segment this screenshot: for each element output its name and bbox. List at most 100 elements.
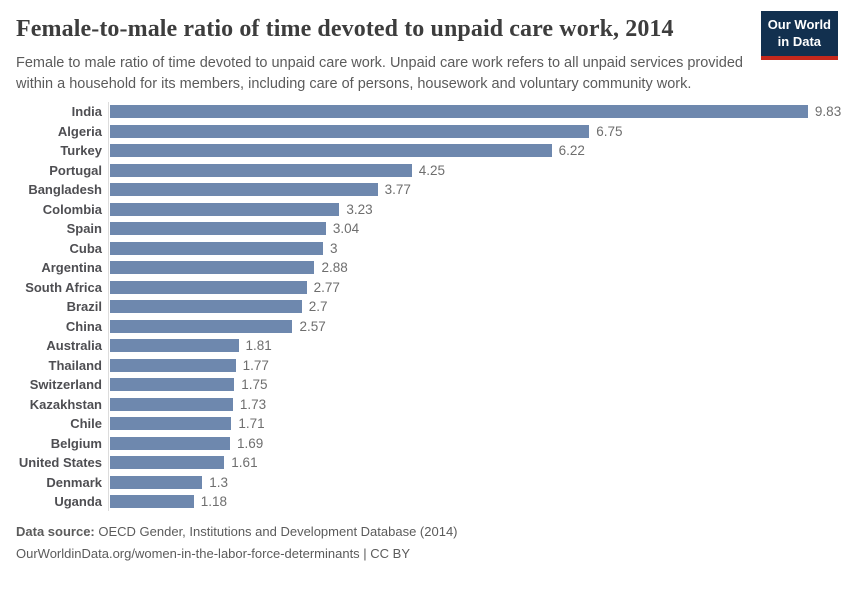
- chart-row: Portugal 4.25: [16, 160, 834, 180]
- bar-track: 3.77: [108, 179, 834, 200]
- chart-row: Chile 1.71: [16, 413, 834, 434]
- chart-row: Brazil 2.7: [16, 296, 834, 317]
- chart-row: Uganda 1.18: [16, 491, 834, 512]
- bar-track: 1.73: [108, 394, 834, 414]
- chart-row: Switzerland 1.75: [16, 374, 834, 395]
- bar[interactable]: [110, 280, 307, 294]
- value-label: 4.25: [418, 162, 446, 178]
- country-label: Algeria: [57, 123, 102, 139]
- value-label: 3.04: [332, 221, 360, 237]
- bar[interactable]: [110, 339, 239, 353]
- country-label: Thailand: [48, 357, 102, 373]
- value-label: 3.77: [384, 182, 411, 198]
- bar[interactable]: [110, 475, 203, 489]
- chart-row: United States 1.61: [16, 452, 834, 473]
- footer-link[interactable]: OurWorldinData.org/women-in-the-labor-fo…: [16, 546, 411, 562]
- bar[interactable]: [110, 319, 293, 333]
- value-label: 9.83: [814, 104, 842, 120]
- chart-row: Colombia 3.23: [16, 199, 834, 219]
- value-label: 1.75: [241, 377, 268, 393]
- country-label: Turkey: [60, 143, 102, 159]
- chart-row: Bangladesh 3.77: [16, 179, 834, 200]
- bar[interactable]: [110, 456, 225, 470]
- bar[interactable]: [110, 378, 235, 392]
- chart-row: Turkey 6.22: [16, 140, 834, 161]
- bar[interactable]: [110, 222, 326, 236]
- bar-track: 3.23: [108, 199, 834, 219]
- data-source-label: Data source:: [16, 524, 95, 540]
- data-source-text: OECD Gender, Institutions and Developmen…: [94, 524, 458, 540]
- bar-track: 9.83: [108, 101, 842, 122]
- value-label: 2.88: [321, 260, 348, 276]
- bar[interactable]: [110, 300, 302, 314]
- value-label: 2.7: [308, 299, 328, 315]
- country-label: Spain: [66, 221, 102, 237]
- country-label: Cuba: [69, 240, 103, 256]
- chart-row: Denmark 1.3: [16, 472, 834, 492]
- country-label: United States: [18, 455, 102, 471]
- value-label: 6.75: [596, 123, 623, 139]
- value-label: 1.71: [238, 416, 265, 432]
- bar-track: 2.88: [108, 257, 834, 278]
- bar-track: 6.22: [108, 140, 834, 161]
- bar-track: 2.77: [108, 277, 834, 297]
- chart-row: Spain 3.04: [16, 218, 834, 239]
- country-label: Belgium: [50, 435, 102, 451]
- chart-title: Female-to-male ratio of time devoted to …: [16, 16, 674, 42]
- value-label: 1.73: [239, 396, 267, 412]
- chart-row: Cuba 3: [16, 238, 834, 258]
- country-label: Uganda: [54, 494, 102, 510]
- bar-track: 1.69: [108, 433, 834, 453]
- bar[interactable]: [110, 202, 340, 216]
- bar[interactable]: [110, 417, 232, 431]
- country-label: India: [71, 104, 102, 120]
- country-label: Brazil: [66, 299, 102, 315]
- bar-track: 3: [108, 238, 834, 258]
- chart-row: Belgium 1.69: [16, 433, 834, 453]
- bar[interactable]: [110, 261, 315, 275]
- bar[interactable]: [110, 241, 323, 255]
- country-label: Denmark: [46, 474, 102, 490]
- chart-row: Kazakhstan 1.73: [16, 394, 834, 414]
- chart-row: Argentina 2.88: [16, 257, 834, 278]
- chart-row: Algeria 6.75: [16, 121, 834, 141]
- bar-track: 1.71: [108, 413, 834, 434]
- bar[interactable]: [110, 124, 590, 138]
- chart-row: India 9.83: [16, 101, 841, 122]
- bar[interactable]: [110, 183, 378, 197]
- bar[interactable]: [110, 144, 552, 158]
- country-label: Australia: [46, 338, 102, 354]
- owid-logo[interactable]: Our World in Data: [760, 11, 838, 60]
- chart-subtitle: Female to male ratio of time devoted to …: [16, 54, 743, 92]
- owid-logo-line1: Our World: [767, 17, 831, 32]
- bar-chart: India 9.83 Algeria 6.75 Turkey 6.22 Portugal 4.…: [16, 101, 841, 512]
- value-label: 1.18: [200, 494, 228, 510]
- value-label: 6.22: [558, 143, 585, 159]
- country-label: China: [65, 318, 102, 334]
- bar[interactable]: [110, 436, 230, 450]
- value-label: 1.3: [209, 474, 229, 490]
- bar-track: 1.75: [108, 374, 834, 395]
- bar[interactable]: [110, 495, 194, 509]
- value-label: 1.69: [236, 435, 264, 451]
- value-label: 3.23: [346, 201, 373, 217]
- bar-track: 1.3: [108, 472, 834, 492]
- chart-row: Thailand 1.77: [16, 355, 834, 375]
- chart-footer: Data source: OECD Gender, Institutions a…: [16, 524, 834, 561]
- bar[interactable]: [110, 397, 233, 411]
- value-label: 1.77: [242, 357, 269, 373]
- bar-track: 2.7: [108, 296, 834, 317]
- chart-header: Female-to-male ratio of time devoted to …: [16, 11, 838, 95]
- value-label: 2.57: [299, 318, 326, 334]
- bar-track: 1.81: [108, 335, 834, 356]
- country-label: Portugal: [49, 162, 102, 178]
- country-label: Argentina: [41, 260, 102, 276]
- bar[interactable]: [110, 358, 236, 372]
- bar-track: 2.57: [108, 316, 834, 336]
- bar-track: 1.18: [108, 491, 834, 512]
- bar[interactable]: [110, 163, 412, 177]
- bar[interactable]: [110, 105, 808, 119]
- chart-row: South Africa 2.77: [16, 277, 834, 297]
- value-label: 1.61: [231, 455, 258, 471]
- bar-track: 4.25: [108, 160, 834, 180]
